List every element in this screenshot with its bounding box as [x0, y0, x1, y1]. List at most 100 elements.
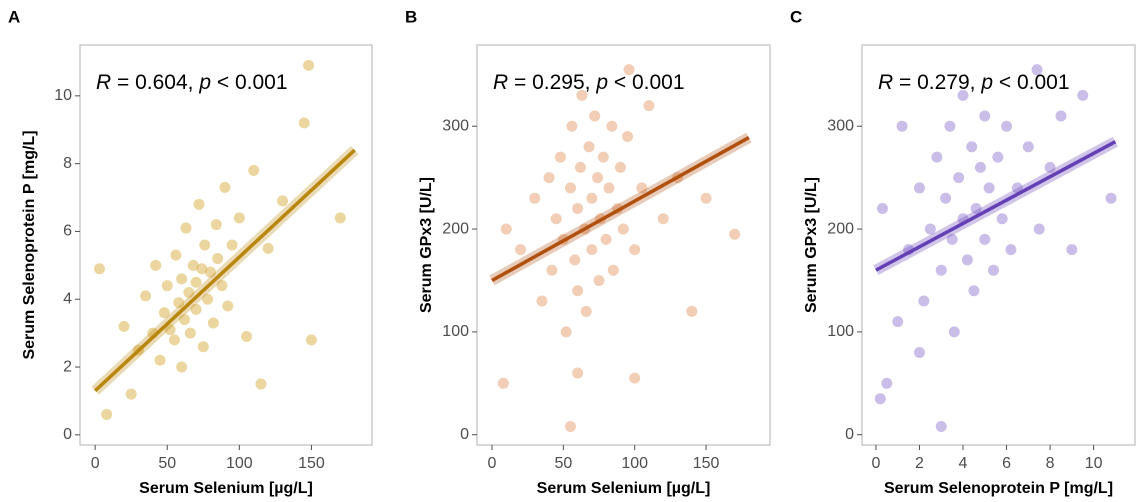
annotation-part: = 0.604,	[111, 71, 199, 94]
annotation-part: p	[980, 71, 993, 94]
y-tick-label: 100	[442, 323, 469, 340]
x-axis-label: Serum Selenium [µg/L]	[537, 480, 711, 497]
x-tick-label: 0	[91, 455, 100, 472]
point	[154, 354, 166, 366]
point	[176, 273, 188, 285]
point	[931, 151, 943, 163]
point	[1055, 110, 1067, 122]
y-tick-label: 100	[827, 323, 854, 340]
point	[497, 377, 509, 389]
y-tick-label: 300	[442, 117, 469, 134]
point	[636, 182, 648, 194]
point	[983, 182, 995, 194]
point	[210, 219, 222, 231]
point	[550, 213, 562, 225]
panel-label: C	[790, 7, 802, 26]
point	[913, 182, 925, 194]
y-tick-label: 10	[54, 87, 72, 104]
panel-label: B	[405, 7, 417, 26]
point	[686, 305, 698, 317]
point	[125, 388, 137, 400]
plot-frame	[79, 44, 373, 446]
point	[966, 141, 978, 153]
point	[1105, 192, 1117, 204]
point	[586, 244, 598, 256]
x-tick-label: 10	[1085, 455, 1103, 472]
point	[173, 297, 185, 309]
point	[876, 202, 888, 214]
point	[197, 341, 209, 353]
point	[592, 172, 604, 184]
point	[566, 120, 578, 132]
y-axis-label: Serum Selenoprotein P [mg/L]	[21, 130, 38, 359]
point	[607, 264, 619, 276]
x-tick-label: 100	[621, 455, 648, 472]
point	[574, 161, 586, 173]
point	[979, 110, 991, 122]
point	[190, 303, 202, 315]
point	[529, 192, 541, 204]
point	[968, 285, 980, 297]
x-tick-label: 50	[554, 455, 572, 472]
y-tick-label: 200	[442, 220, 469, 237]
annotation-part: = 0.295,	[508, 71, 596, 94]
point	[93, 263, 105, 275]
point	[944, 120, 956, 132]
y-tick-label: 300	[827, 117, 854, 134]
point	[946, 233, 958, 245]
point	[924, 223, 936, 235]
fit-line	[875, 140, 1117, 272]
point	[961, 254, 973, 266]
annotation-part: < 0.001	[608, 71, 684, 94]
point	[623, 64, 635, 76]
point	[729, 228, 741, 240]
annotation-part: < 0.001	[211, 71, 287, 94]
fit-line	[491, 136, 750, 283]
annotation-part: = 0.279,	[893, 71, 981, 94]
point	[1077, 89, 1089, 101]
panel-label: A	[8, 7, 20, 26]
point	[303, 59, 315, 71]
point	[974, 161, 986, 173]
y-axis-label: Serum GPx3 [U/L]	[803, 177, 820, 313]
point	[305, 334, 317, 346]
annotation-part: R	[96, 71, 111, 94]
point	[643, 100, 655, 112]
point	[600, 233, 612, 245]
point	[881, 377, 893, 389]
point	[1011, 182, 1023, 194]
point	[918, 295, 930, 307]
point	[233, 212, 245, 224]
point	[593, 274, 605, 286]
point	[222, 300, 234, 312]
annotation-part: p	[595, 71, 608, 94]
point	[298, 117, 310, 129]
point	[589, 110, 601, 122]
point	[953, 172, 965, 184]
point	[892, 316, 904, 328]
point	[255, 378, 267, 390]
annotation: R = 0.604, p < 0.001	[96, 71, 288, 94]
point	[196, 263, 208, 275]
y-tick-label: 6	[63, 223, 72, 240]
point	[219, 181, 231, 193]
plot-frame	[861, 44, 1136, 446]
point	[1005, 244, 1017, 256]
point	[1044, 161, 1056, 173]
annotation-part: p	[198, 71, 211, 94]
point	[572, 285, 584, 297]
y-axis-label: Serum GPx3 [U/L]	[418, 177, 435, 313]
point	[101, 408, 113, 420]
x-tick-label: 150	[298, 455, 325, 472]
point	[569, 254, 581, 266]
point	[622, 131, 634, 143]
point	[183, 286, 195, 298]
point	[546, 264, 558, 276]
point	[161, 280, 173, 292]
point	[536, 295, 548, 307]
plot-frame	[476, 44, 771, 446]
point	[617, 223, 629, 235]
point	[935, 420, 947, 432]
point	[515, 244, 527, 256]
